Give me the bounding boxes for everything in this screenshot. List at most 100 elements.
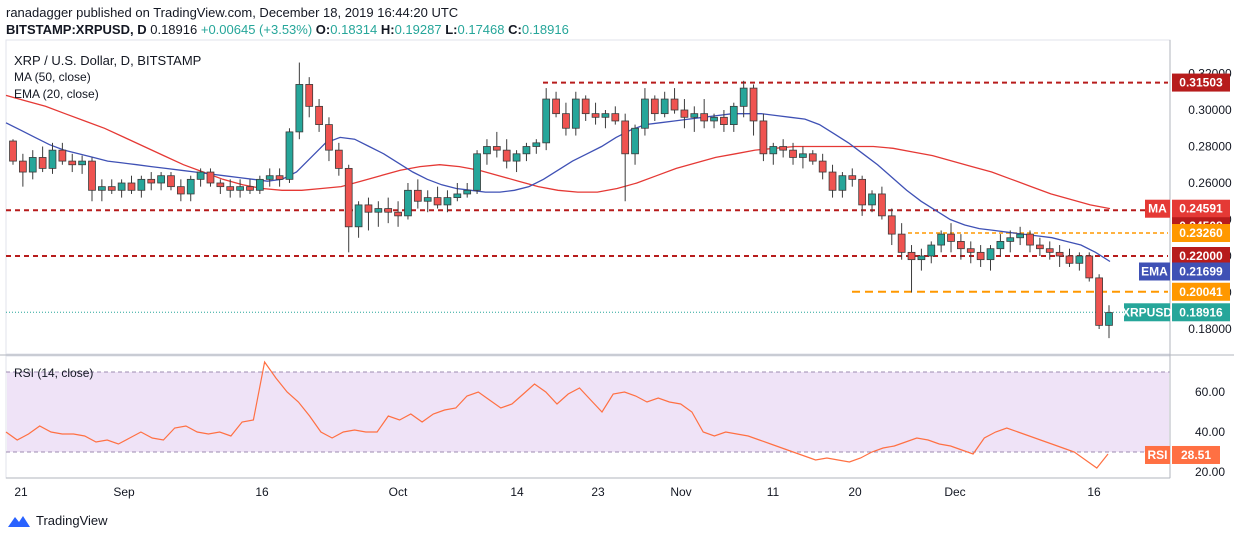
candle-body [404,189,412,217]
candle-body [226,186,235,191]
candles [9,62,1113,339]
chart-title: XRP / U.S. Dollar, D, BITSTAMP [14,53,202,68]
candle-body [38,157,47,169]
ma-line [5,94,1111,210]
candle [216,179,225,194]
candle-body [700,113,709,122]
rsi-axis-tick: 40.00 [1195,425,1225,439]
candle-body [838,175,847,191]
candle [749,84,758,136]
candle [818,153,827,180]
candle-body [98,186,106,191]
time-axis-tick: 16 [255,485,269,499]
candle-body [384,208,393,213]
last-price-label: 0.18916 [1172,303,1230,322]
candle-body [759,120,768,155]
candle-body [710,116,718,122]
level-label: 0.31503 [1172,73,1230,92]
candle [334,142,343,176]
candle-body [305,84,314,107]
candle-body [394,211,402,217]
rsi-legend: RSI (14, close) [14,366,94,380]
candle [660,91,669,118]
candle [68,153,77,173]
candle-body [799,153,807,158]
candle [404,183,412,220]
high-label: H: [380,22,395,37]
candle-body [878,193,886,217]
candle [107,179,116,194]
last-price-label-bg [1172,303,1230,322]
rsi-chip: RSI [1145,445,1170,464]
candle [275,168,284,187]
candle-body [976,251,985,261]
candle [571,91,580,136]
candle [295,62,304,140]
candle-body [769,146,778,155]
candle [265,168,274,187]
candle-body [48,149,57,169]
close-label: C: [508,22,522,37]
candle [759,113,768,162]
time-axis-tick: 11 [767,485,780,499]
candle [1105,305,1113,339]
time-axis-tick: Sep [113,485,135,499]
support-label-bg [1172,224,1230,243]
candle-body [947,233,955,242]
candle [19,153,27,187]
candle-body [246,186,254,191]
candle [413,179,422,209]
candle-body [433,197,442,206]
candle-body [818,160,827,173]
ma-legend: MA (50, close) [14,70,91,84]
time-axis-tick: 16 [1087,485,1101,499]
candle-body [571,98,580,129]
tradingview-brand[interactable]: TradingView [8,513,108,528]
candle-body [492,146,501,151]
candle [641,88,649,136]
publisher-line: ranadagger published on TradingView.com,… [6,5,459,20]
ema-value-label: 0.21699 [1172,262,1230,281]
ma-value-label-text: 0.24591 [1179,202,1223,216]
support-label-bg [1172,282,1230,301]
rsi-line [5,360,1109,469]
candle [58,142,67,165]
candle [473,150,481,194]
candle-body [957,240,965,250]
candle [236,179,244,198]
symbol-chip-text: XRPUSD [1122,305,1172,319]
candle [246,179,254,194]
candle [986,245,995,271]
candle [532,139,541,154]
candle [1036,237,1044,256]
candle-body [907,251,916,261]
candle-body [137,178,146,191]
price-axis-tick: 0.18000 [1188,322,1232,336]
candle [492,131,501,158]
candle-body [265,175,274,180]
candle-body [512,153,521,162]
candle [117,179,126,198]
candle [206,168,215,187]
candle-body [532,142,541,147]
level-label: 0.22000 [1172,247,1230,265]
level-label-bg [1172,247,1230,265]
candle [907,245,916,293]
candle-body [344,167,353,228]
candle [1026,230,1034,253]
candle-body [19,160,27,173]
candle [868,190,876,213]
candle-body [858,178,867,206]
candle-body [670,98,679,111]
candle-body [1095,277,1103,326]
candle-body [1016,233,1024,239]
candle-body [729,105,738,125]
candle-body [1036,244,1044,250]
candle-body [78,160,86,166]
low-value: 0.17468 [457,22,505,37]
candle [927,241,936,264]
candle [127,175,136,194]
candle [917,248,926,271]
rsi-axis-tick: 20.00 [1195,465,1225,479]
